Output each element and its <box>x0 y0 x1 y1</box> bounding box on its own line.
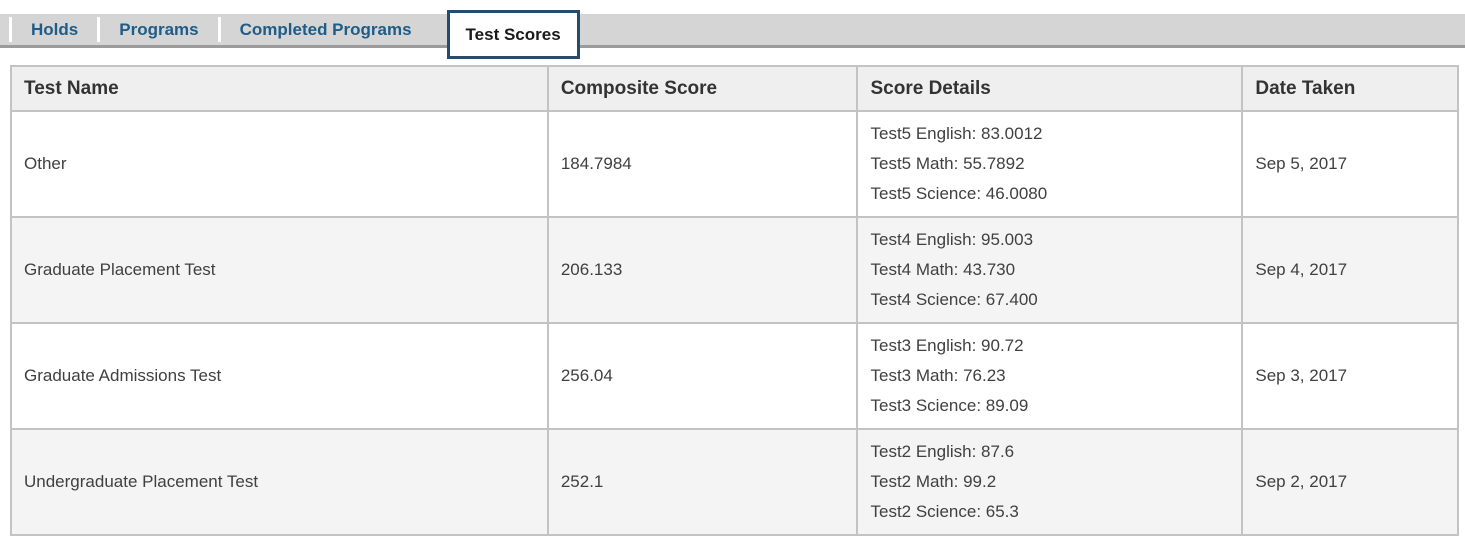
score-detail-line: Test2 English: 87.6 <box>870 442 1015 461</box>
score-detail-line: Test3 Math: 76.23 <box>870 366 1006 385</box>
cell-score-details: Test4 English: 95.003 Test4 Math: 43.730 T… <box>856 216 1244 324</box>
cell-test-name: Graduate Placement Test <box>10 216 549 324</box>
cell-test-name: Graduate Admissions Test <box>10 322 549 430</box>
column-header-score-details: Score Details <box>856 65 1244 112</box>
score-detail-line: Test4 Science: 67.400 <box>870 290 1038 309</box>
cell-date-taken: Sep 4, 2017 <box>1241 216 1459 324</box>
cell-test-name: Undergraduate Placement Test <box>10 428 549 536</box>
table-header-row: Test Name Composite Score Score Details Dat… <box>10 65 1459 112</box>
score-detail-line: Test4 Math: 43.730 <box>870 260 1016 279</box>
cell-date-taken: Sep 3, 2017 <box>1241 322 1459 430</box>
tab-separator <box>9 17 12 42</box>
column-header-date-taken: Date Taken <box>1241 65 1459 112</box>
cell-date-taken: Sep 2, 2017 <box>1241 428 1459 536</box>
tab-separator <box>97 17 101 42</box>
table-row: Other 184.7984 Test5 English: 83.0012 Test5… <box>10 110 1459 218</box>
column-header-test-name: Test Name <box>10 65 549 112</box>
score-detail-line: Test5 Math: 55.7892 <box>870 154 1025 173</box>
table-row: Graduate Admissions Test 256.04 Test3 Engl… <box>10 322 1459 430</box>
table-row: Undergraduate Placement Test 252.1 Test2 E… <box>10 428 1459 536</box>
cell-composite-score: 256.04 <box>546 322 859 430</box>
score-detail-line: Test5 English: 83.0012 <box>870 124 1043 143</box>
score-detail-line: Test5 Science: 46.0080 <box>870 184 1048 203</box>
cell-score-details: Test5 English: 83.0012 Test5 Math: 55.789… <box>856 110 1244 218</box>
tab-test-scores[interactable]: Test Scores <box>446 10 580 59</box>
cell-score-details: Test3 English: 90.72 Test3 Math: 76.23 Tes… <box>856 322 1244 430</box>
score-detail-line: Test3 English: 90.72 <box>870 336 1024 355</box>
tab-programs[interactable]: Programs <box>119 19 199 39</box>
score-detail-line: Test2 Math: 99.2 <box>870 472 997 491</box>
score-detail-line: Test4 English: 95.003 <box>870 230 1034 249</box>
cell-composite-score: 184.7984 <box>546 110 859 218</box>
tab-separator <box>217 17 221 42</box>
table-row: Graduate Placement Test 206.133 Test4 Engl… <box>10 216 1459 324</box>
cell-score-details: Test2 English: 87.6 Test2 Math: 99.2 Test2… <box>856 428 1244 536</box>
cell-composite-score: 206.133 <box>546 216 859 324</box>
score-detail-line: Test3 Science: 89.09 <box>870 396 1029 415</box>
test-scores-table: Test Name Composite Score Score Details Dat… <box>10 65 1459 536</box>
tab-bar: Holds Programs Completed Programs Test Scor… <box>0 10 1465 59</box>
cell-test-name: Other <box>10 110 549 218</box>
tab-completed-programs[interactable]: Completed Programs <box>239 19 412 39</box>
test-scores-panel: Test Name Composite Score Score Details Dat… <box>0 48 1465 536</box>
column-header-composite-score: Composite Score <box>546 65 859 112</box>
tab-holds[interactable]: Holds <box>31 19 79 39</box>
score-detail-line: Test2 Science: 65.3 <box>870 502 1019 521</box>
cell-composite-score: 252.1 <box>546 428 859 536</box>
cell-date-taken: Sep 5, 2017 <box>1241 110 1459 218</box>
